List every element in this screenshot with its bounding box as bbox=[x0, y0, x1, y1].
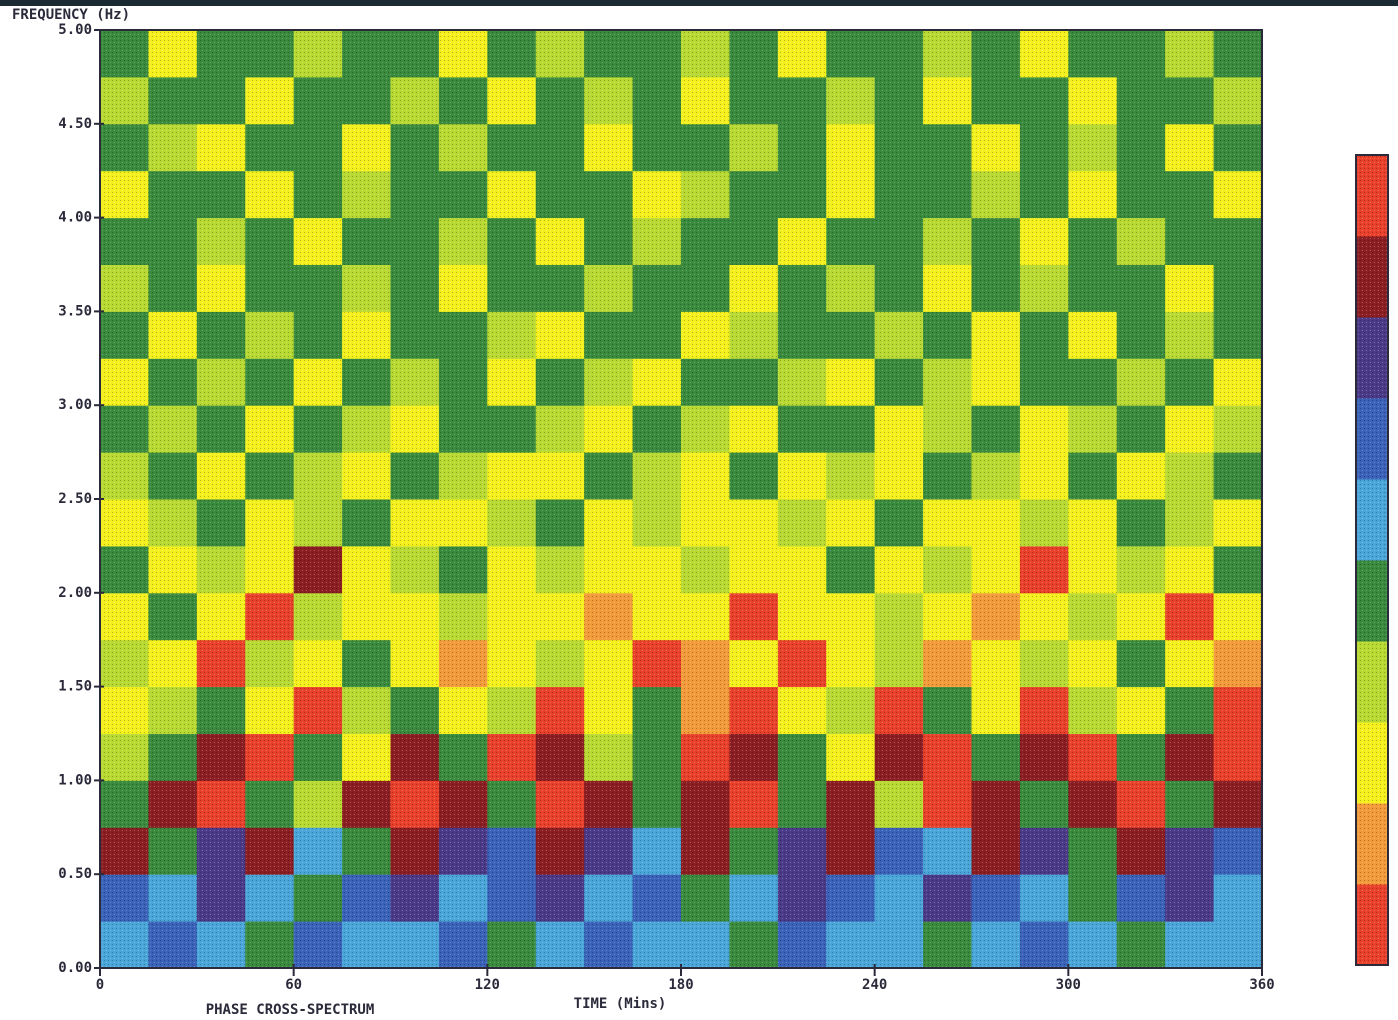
y-tick-label: 2.50 bbox=[58, 491, 92, 507]
y-tick-label: 4.50 bbox=[58, 116, 92, 132]
y-tick-label: 0.00 bbox=[58, 960, 92, 976]
y-tick-label: 3.00 bbox=[58, 397, 92, 413]
y-tick-label: 5.00 bbox=[58, 22, 92, 38]
y-tick-label: 0.50 bbox=[58, 866, 92, 882]
heatmap bbox=[100, 30, 1263, 969]
y-tick-label: 2.00 bbox=[58, 585, 92, 601]
x-tick-label: 60 bbox=[285, 977, 302, 993]
x-tick-label: 120 bbox=[475, 977, 500, 993]
y-tick-label: 1.00 bbox=[58, 772, 92, 788]
x-tick-label: 240 bbox=[862, 977, 887, 993]
x-tick-label: 300 bbox=[1056, 977, 1081, 993]
chart: 0.00 0.50 1.00 1.50 2.00 2.50 3.00 3.50 4.00 4.50… bbox=[0, 0, 1398, 1020]
y-tick-label: 3.50 bbox=[58, 303, 92, 319]
y-tick-label: 4.00 bbox=[58, 210, 92, 226]
x-axis-label: TIME (Mins) bbox=[574, 996, 667, 1012]
x-tick-label: 360 bbox=[1249, 977, 1274, 993]
texture bbox=[100, 30, 1262, 968]
chart-title: PHASE CROSS-SPECTRUM bbox=[206, 1002, 375, 1018]
y-tick-label: 1.50 bbox=[58, 679, 92, 695]
x-tick-label: 180 bbox=[668, 977, 693, 993]
x-tick-label: 0 bbox=[96, 977, 104, 993]
y-axis-label: FREQUENCY (Hz) bbox=[12, 7, 130, 23]
top-strip bbox=[0, 0, 1398, 6]
colorbar-texture bbox=[1356, 155, 1388, 965]
